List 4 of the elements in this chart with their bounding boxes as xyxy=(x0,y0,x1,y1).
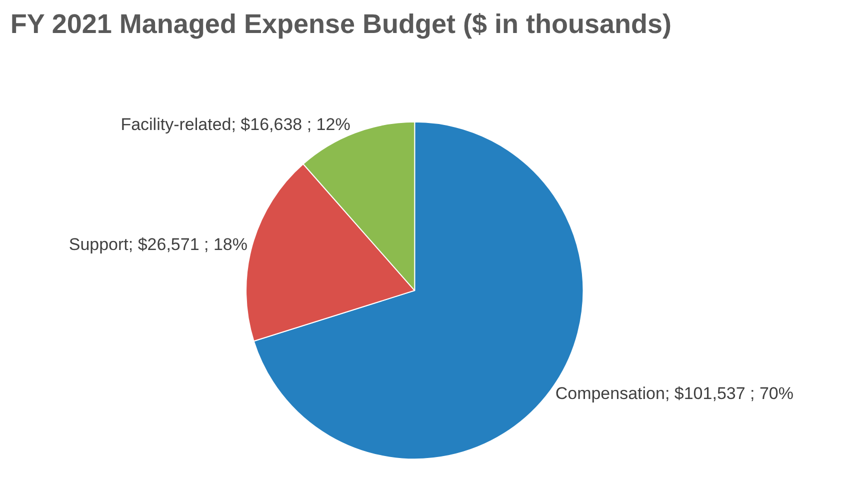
chart-title: FY 2021 Managed Expense Budget ($ in thousands) xyxy=(10,9,672,40)
slice-label: Compensation; $101,537 ; 70% xyxy=(555,384,794,404)
slice-label: Support; $26,571 ; 18% xyxy=(68,235,248,254)
slice-label: Facility-related; $16,638 ; 12% xyxy=(120,114,350,134)
